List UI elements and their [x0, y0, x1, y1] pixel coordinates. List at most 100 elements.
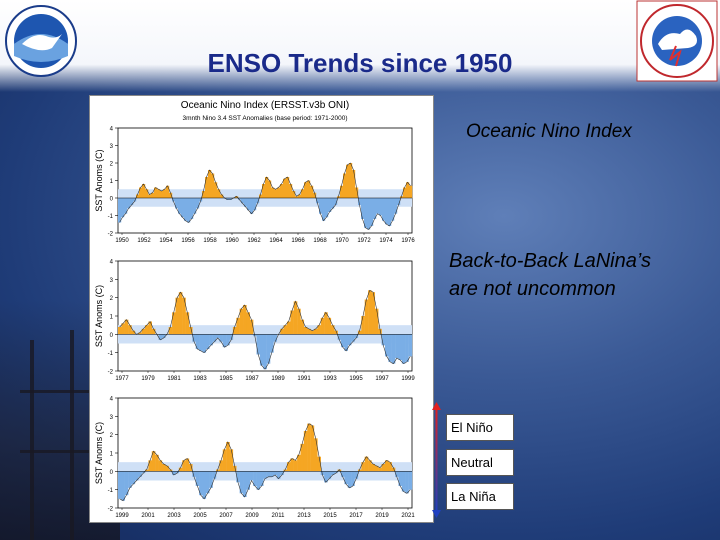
warm-anomaly-bar — [188, 464, 193, 472]
cool-anomaly-bar — [408, 471, 413, 490]
cool-anomaly-bar — [236, 471, 240, 483]
warm-anomaly-bar — [406, 182, 410, 198]
warm-anomaly-bar — [211, 173, 215, 198]
cool-anomaly-bar — [130, 198, 134, 205]
cool-anomaly-bar — [337, 334, 342, 340]
warm-anomaly-bar — [280, 184, 284, 198]
cool-anomaly-bar — [273, 334, 278, 342]
cool-anomaly-bar — [138, 471, 142, 477]
cool-anomaly-bar — [322, 198, 326, 221]
warm-anomaly-bar — [310, 185, 314, 198]
warm-anomaly-bar — [182, 460, 186, 472]
warm-anomaly-bar — [131, 330, 136, 335]
x-tick-label: 1972 — [357, 238, 371, 244]
y-tick-label: 2 — [110, 162, 114, 168]
cool-anomaly-bar — [347, 471, 352, 488]
cool-anomaly-bar — [330, 471, 335, 475]
cool-anomaly-bar — [226, 198, 230, 200]
warm-anomaly-bar — [280, 328, 284, 335]
warm-anomaly-bar — [313, 192, 317, 198]
cool-anomaly-bar — [172, 198, 176, 202]
cool-anomaly-bar — [256, 334, 261, 355]
cool-anomaly-bar — [367, 198, 371, 230]
warm-anomaly-bar — [236, 317, 240, 335]
cool-anomaly-bar — [384, 334, 389, 357]
cool-anomaly-bar — [172, 471, 176, 475]
warm-anomaly-bar — [151, 328, 156, 335]
x-tick-label: 1956 — [181, 238, 195, 244]
x-tick-label: 1960 — [225, 238, 239, 244]
x-tick-label: 1952 — [137, 238, 151, 244]
warm-anomaly-bar — [298, 194, 302, 198]
cool-anomaly-bar — [398, 334, 403, 360]
warm-anomaly-bar — [314, 438, 318, 472]
warm-anomaly-bar — [168, 327, 173, 335]
cool-anomaly-bar — [118, 471, 122, 499]
cool-anomaly-bar — [190, 198, 194, 219]
x-tick-label: 1977 — [115, 376, 129, 382]
cool-anomaly-bar — [263, 471, 267, 479]
warm-anomaly-bar — [286, 177, 290, 198]
x-tick-label: 2007 — [219, 513, 233, 519]
cool-anomaly-bar — [273, 471, 278, 475]
x-tick-label: 2005 — [193, 513, 207, 519]
warm-anomaly-bar — [317, 456, 321, 472]
cool-anomaly-bar — [319, 198, 323, 214]
y-tick-label: -2 — [108, 232, 114, 238]
warm-anomaly-bar — [368, 460, 372, 472]
cool-anomaly-bar — [354, 471, 359, 479]
warm-anomaly-bar — [220, 194, 224, 198]
cool-anomaly-bar — [394, 198, 398, 214]
cool-anomaly-bar — [199, 471, 203, 496]
cool-anomaly-bar — [373, 198, 377, 219]
cool-anomaly-bar — [253, 198, 257, 211]
warm-anomaly-bar — [268, 180, 272, 198]
warm-anomaly-bar — [158, 460, 163, 472]
oni-chart: Oceanic Nino Index (ERSST.v3b ONI) 3mnth … — [94, 100, 415, 519]
x-tick-label: 1991 — [297, 376, 311, 382]
x-tick-label: 1976 — [401, 238, 415, 244]
cool-anomaly-bar — [202, 334, 207, 353]
cool-anomaly-bar — [128, 471, 132, 488]
cool-anomaly-bar — [192, 334, 196, 342]
cool-anomaly-bar — [131, 471, 136, 485]
warm-anomaly-bar — [178, 292, 183, 335]
x-tick-label: 1999 — [401, 376, 415, 382]
x-tick-label: 2003 — [167, 513, 181, 519]
warm-anomaly-bar — [400, 196, 404, 198]
warm-anomaly-bar — [168, 469, 173, 472]
warm-anomaly-bar — [128, 325, 132, 335]
cool-anomaly-bar — [238, 198, 242, 200]
x-tick-label: 1989 — [271, 376, 285, 382]
y-tick-label: 4 — [110, 397, 114, 403]
warm-anomaly-bar — [151, 192, 155, 198]
warm-anomaly-bar — [138, 332, 142, 335]
cool-anomaly-bar — [124, 471, 129, 496]
cool-anomaly-bar — [391, 198, 395, 221]
warm-anomaly-bar — [161, 464, 166, 472]
y-tick-label: -1 — [108, 214, 114, 220]
warm-anomaly-bar — [300, 319, 305, 335]
warm-anomaly-bar — [185, 312, 190, 335]
cool-anomaly-bar — [229, 334, 234, 340]
warm-anomaly-bar — [214, 182, 218, 198]
warm-anomaly-bar — [208, 170, 212, 198]
cool-anomaly-bar — [328, 198, 332, 212]
warm-anomaly-bar — [310, 425, 315, 472]
warm-anomaly-bar — [307, 328, 311, 335]
y-axis-label: SST Anoms (C) — [94, 285, 104, 347]
oni-label: Oceanic Nino Index — [466, 121, 632, 142]
warm-anomaly-bar — [219, 460, 223, 472]
cool-anomaly-bar — [347, 334, 352, 346]
cool-anomaly-bar — [270, 334, 274, 353]
warm-anomaly-bar — [357, 330, 362, 335]
warm-anomaly-bar — [217, 189, 221, 198]
cool-anomaly-bar — [334, 198, 338, 205]
cool-anomaly-bar — [249, 471, 254, 481]
warm-anomaly-bar — [124, 319, 129, 335]
y-tick-label: 4 — [110, 127, 114, 133]
warm-anomaly-bar — [283, 178, 287, 198]
warm-anomaly-bar — [388, 462, 392, 472]
oni-series-line — [119, 162, 411, 230]
cool-anomaly-bar — [161, 334, 166, 338]
